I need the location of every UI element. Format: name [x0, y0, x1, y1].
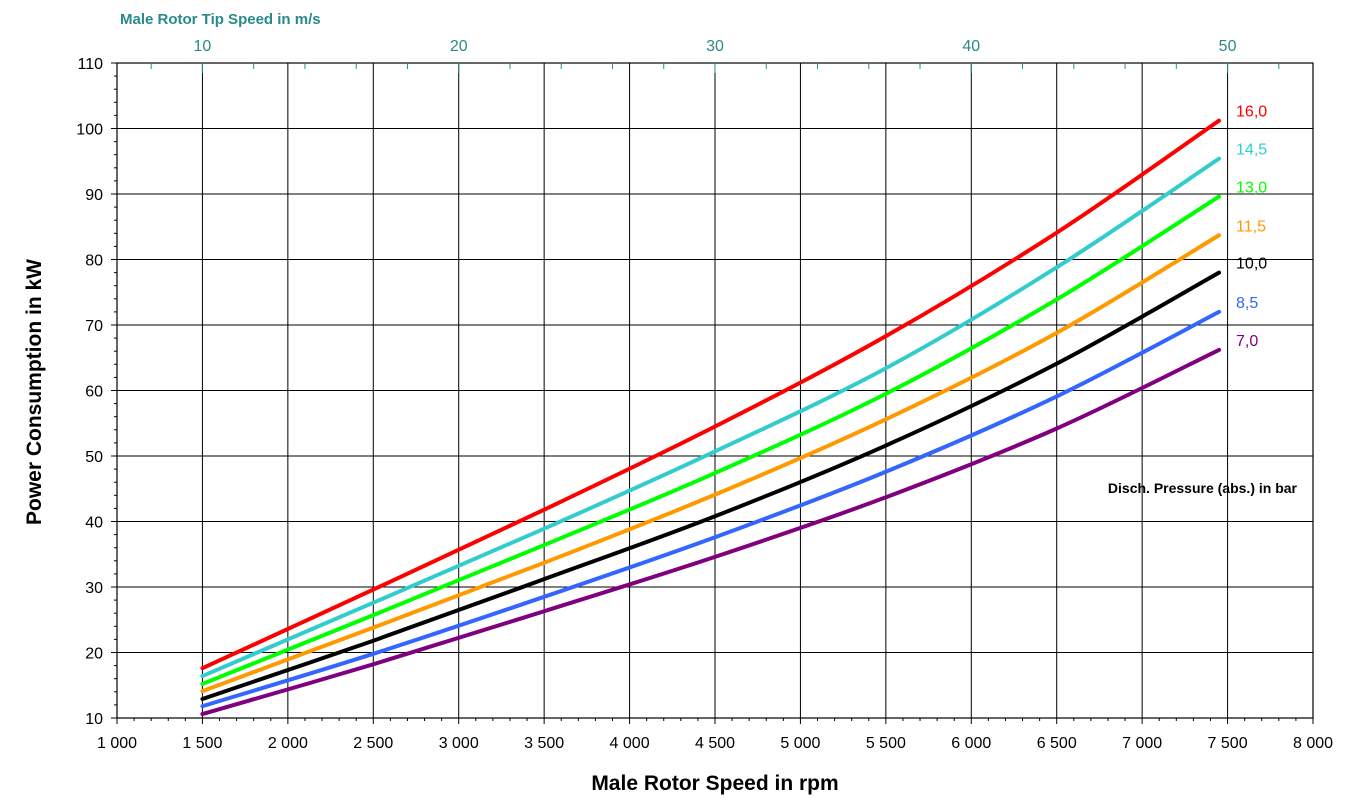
series-line: [200, 156, 1222, 679]
x-tick-label: 2 000: [268, 735, 308, 752]
x-tick-label: 4 500: [695, 735, 735, 752]
top-tick-label: 50: [1219, 38, 1237, 55]
x-tick-label: 3 000: [439, 735, 479, 752]
x-tick-label: 8 000: [1293, 735, 1333, 752]
series-lines: [200, 118, 1222, 717]
series-line: [200, 194, 1222, 686]
top-axis-title: Male Rotor Tip Speed in m/s: [120, 11, 321, 28]
series-line: [200, 270, 1222, 702]
y-tick-label: 20: [85, 646, 103, 663]
series-line: [200, 309, 1222, 709]
x-tick-label: 5 500: [866, 735, 906, 752]
y-tick-label: 10: [85, 711, 103, 728]
series-label: 7,0: [1236, 333, 1258, 350]
top-tick-label: 30: [706, 38, 724, 55]
y-tick-label: 70: [85, 318, 103, 335]
series-label: 13,0: [1236, 180, 1267, 197]
y-tick-label: 110: [77, 56, 103, 73]
x-tick-label: 2 500: [353, 735, 393, 752]
top-tick-label: 20: [450, 38, 468, 55]
series-label: 10,0: [1236, 256, 1267, 273]
x-tick-label: 6 500: [1037, 735, 1077, 752]
x-tick-label: 5 000: [780, 735, 820, 752]
top-tick-label: 40: [962, 38, 980, 55]
series-label: 16,0: [1236, 104, 1267, 121]
y-axis-title: Power Consumption in kW: [23, 259, 46, 525]
y-tick-label: 40: [85, 515, 103, 532]
axis-ticks: [111, 62, 1314, 724]
legend-title: Disch. Pressure (abs.) in bar: [1108, 480, 1298, 496]
y-tick-label: 60: [85, 384, 103, 401]
y-tick-label: 100: [76, 122, 103, 139]
y-tick-label: 50: [85, 449, 103, 466]
x-tick-label: 7 500: [1208, 735, 1248, 752]
series-label: 8,5: [1236, 295, 1258, 312]
x-tick-label: 1 000: [97, 735, 137, 752]
x-tick-label: 1 500: [182, 735, 222, 752]
series-line: [200, 118, 1222, 671]
series-label: 14,5: [1236, 142, 1267, 159]
x-tick-label: 3 500: [524, 735, 564, 752]
y-tick-label: 80: [85, 253, 103, 270]
tick-labels: 1 000 1 500 2 000 2 500 3 000 3 500 4 000 4 500…: [76, 38, 1333, 752]
top-tick-label: 10: [194, 38, 212, 55]
series-label: 11,5: [1236, 218, 1266, 235]
series-labels: 16,0 14,5 13,0 11,5 10,0 8,5 7,0: [1236, 104, 1267, 350]
series-line: [200, 233, 1222, 694]
x-tick-label: 6 000: [951, 735, 991, 752]
x-tick-label: 7 000: [1122, 735, 1162, 752]
y-tick-label: 90: [85, 187, 103, 204]
y-tick-label: 30: [85, 580, 103, 597]
x-tick-label: 4 000: [610, 735, 650, 752]
series-line: [200, 347, 1222, 717]
x-axis-title: Male Rotor Speed in rpm: [591, 772, 838, 795]
